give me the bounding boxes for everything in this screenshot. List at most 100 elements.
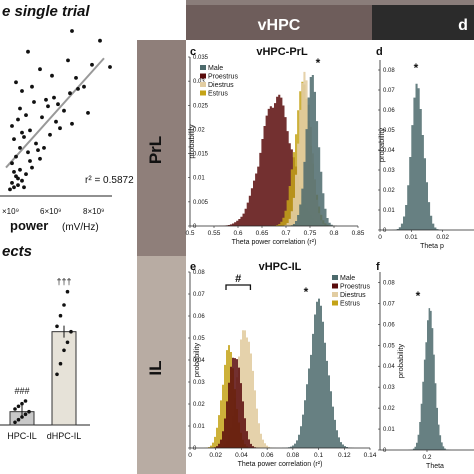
hist-ytick-label: 0.07 [193,292,205,298]
scatter-point [38,67,42,72]
hist-xtick-label: 0 [378,234,382,241]
bar-point [16,417,21,422]
hist-ytick-label: 0.005 [193,200,209,206]
row-il-label: IL [146,360,165,375]
bar-point [55,372,59,377]
legend-swatch-male [332,275,338,280]
hist-xtick-label: 0.8 [329,230,338,237]
hist-significance: * [304,285,309,299]
scatter-point [98,38,102,43]
scatter-point [42,146,46,150]
hist-title: vHPC-IL [259,261,302,273]
scatter-point [20,130,24,135]
hist-xtick-label: 0.06 [261,452,274,459]
bar-point [69,329,73,334]
hist-xlabel: Theta power correlation (r²) [232,239,317,246]
hist-xtick-label: 0.55 [208,230,221,237]
hist-xtick-label: 0.85 [352,230,365,237]
hist-ytick-label: 0.01 [383,208,395,214]
scatter-point [82,84,86,89]
hist-xtick-label: 0.04 [235,452,248,459]
scatter-point [74,76,78,80]
hist-ytick-label: 0.04 [383,148,395,154]
scatter-point [16,117,20,122]
legend-label-proestrus: Proestrus [208,74,238,81]
bar-category-0: HPC-IL [7,431,37,441]
panel-letter: d [376,46,383,58]
scatter-point [48,132,52,137]
bar-point [27,409,31,414]
scatter-point [18,167,22,172]
hist-series-male [190,75,358,226]
legend-swatch-proestrus [200,73,206,79]
hist-xlabel: Theta power correlation (r²) [238,461,323,468]
legend-label-estrus: Estrus [340,301,360,308]
scatter-point [28,159,32,163]
panel-d: 0 0.01 0.02 0 0.01 0.02 0.03 0.04 0.05 0.06 0.07 0.… [376,46,474,250]
hist-series-proestrus [190,357,370,448]
scatter-point [14,80,18,85]
hist-series-male [190,298,370,448]
hist-bracket [225,284,252,290]
hist-ytick-label: 0.02 [193,127,205,133]
scatter-point [12,137,16,142]
hist-ytick-label: 0.015 [193,152,209,158]
hist-xtick-label: 0.01 [405,234,418,241]
hist-significance: * [414,61,419,75]
scatter-point [44,97,48,102]
scatter-point [16,176,20,181]
hist-ytick-label: 0.03 [383,168,395,174]
legend-label-proestrus: Proestrus [340,284,370,291]
bar-point [13,420,17,425]
bar-point [65,340,70,345]
scatter-point [70,29,74,33]
scatter-point [22,135,26,139]
bar-point [16,404,21,409]
bar-point [62,303,66,307]
hist-ytick-label: 0 [383,448,387,454]
hist-xtick-label: 0.6 [233,230,242,237]
hist-xtick-label: 0.1 [314,452,323,459]
row-prl-bg [137,40,186,256]
bar-significance-0: ### [14,386,29,396]
row-il-bg [137,256,186,474]
scatter-point [56,102,60,107]
scatter-point [12,170,16,174]
row-prl-label: PrL [146,136,165,164]
hist-bracket-label: # [235,273,241,285]
legend-label-diestrus: Diestrus [208,82,234,89]
scatter-point [16,183,20,188]
scatter-point [38,156,42,161]
scatter-point [66,58,70,63]
scatter-point [26,150,30,155]
hist-xtick-label: 0.75 [304,230,317,237]
legend-swatch-diestrus [200,82,206,87]
hist-ytick-label: 0 [193,224,197,230]
legend-label-estrus: Estrus [208,91,228,98]
scatter-xunit: (mV/Hz) [62,222,99,233]
hist-ytick-label: 0.04 [193,358,205,364]
bar-point [20,401,24,406]
hist-ytick-label: 0.07 [383,301,395,307]
hist-title: vHPC-PrL [256,46,308,58]
scatter-point [108,65,112,69]
legend-swatch-estrus [200,90,206,96]
hist-ytick-label: 0.02 [383,406,395,412]
scatter-point [10,124,14,128]
scatter-point [24,113,28,117]
hist-ytick-label: 0.03 [193,79,205,85]
scatter-point [50,73,54,78]
scatter-panel: e single trial r² = 0.5872 ×10⁹ 6×10⁹ 8×… [0,3,134,233]
panel-e: 0 0.02 0.04 0.06 0.08 0.1 0.12 0.14 0 0.01 0.02 0.0… [188,261,377,468]
scatter-point [30,165,34,170]
legend-swatch-male [200,65,206,70]
hist-ylabel: probability [396,344,405,378]
scatter-point [14,154,18,159]
legend-swatch-estrus [332,300,338,306]
scatter-xtick-2: 8×10⁹ [83,207,104,216]
hist-ytick-label: 0.05 [383,343,395,349]
scatter-point [58,126,62,131]
scatter-point [68,91,72,96]
scatter-point [8,187,12,192]
hist-ytick-label: 0.02 [193,402,205,408]
